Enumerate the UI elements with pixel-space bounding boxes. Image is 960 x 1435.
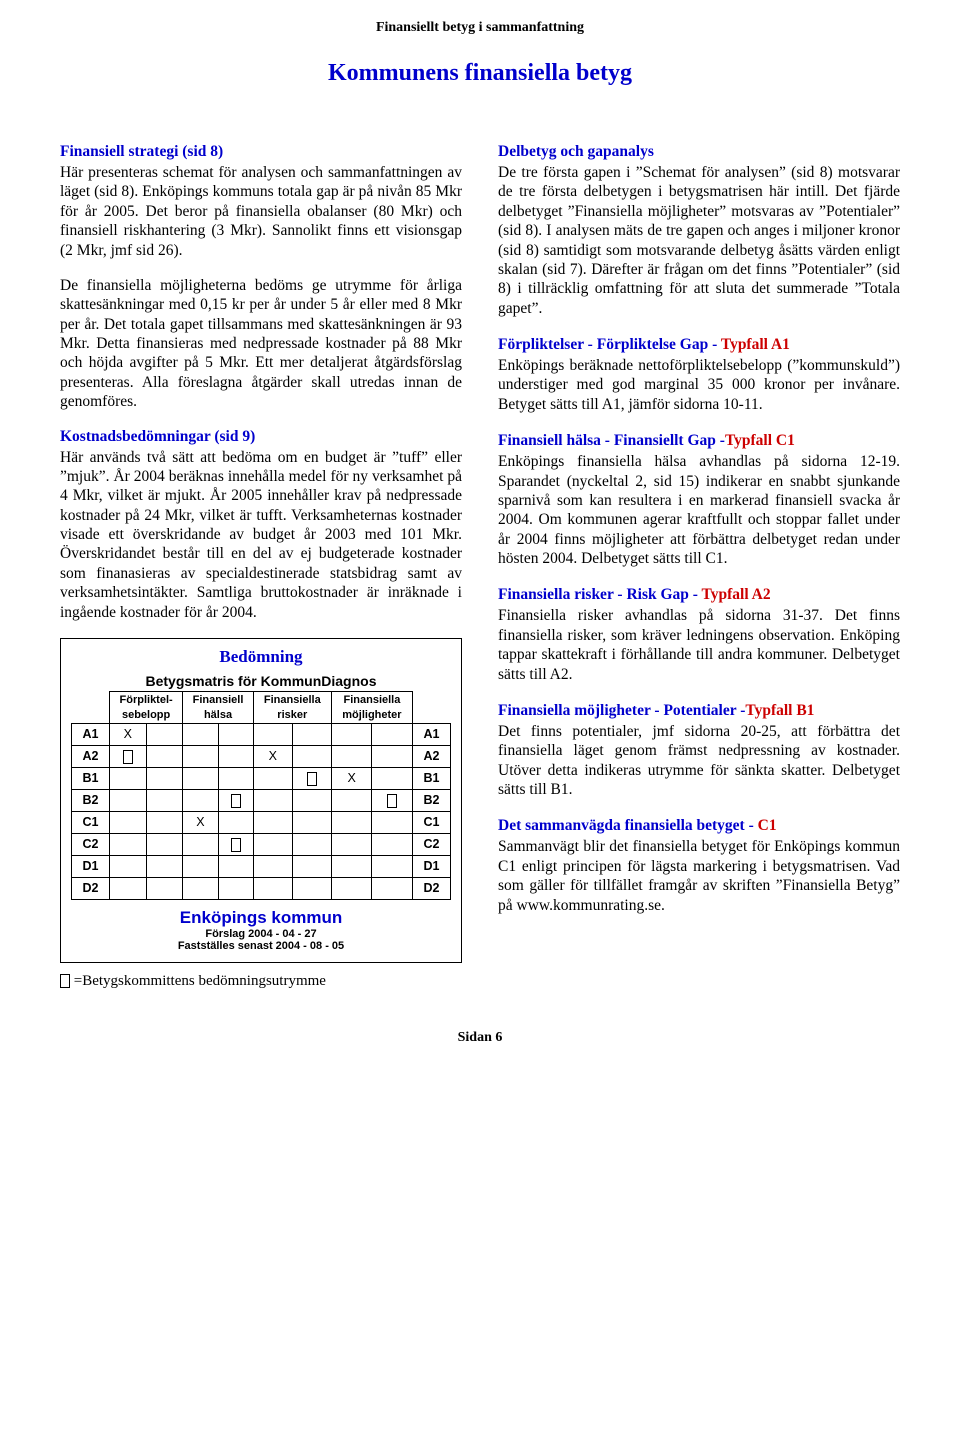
heading-samman: Det sammanvägda finansiella betyget - C1 bbox=[498, 817, 900, 835]
heading-cost: Kostnadsbedömningar (sid 9) bbox=[60, 428, 462, 446]
grade-row-c1: C1 X C1 bbox=[72, 811, 451, 833]
committee-footnote: =Betygskommittens bedömningsutrymme bbox=[60, 973, 462, 990]
para-halsa: Enköpings finansiella hälsa avhandlas på… bbox=[498, 452, 900, 568]
kommun-name: Enköpings kommun bbox=[71, 908, 451, 928]
colhead: sebelopp bbox=[109, 707, 182, 723]
shade-icon bbox=[387, 794, 397, 808]
para-mojligheter: Det finns potentialer, jmf sidorna 20-25… bbox=[498, 722, 900, 800]
heading-mojligheter: Finansiella möjligheter - Potentialer -T… bbox=[498, 702, 900, 720]
heading-risker: Finansiella risker - Risk Gap - Typfall … bbox=[498, 586, 900, 604]
grade-row-d1: D1 D1 bbox=[72, 855, 451, 877]
colhead: Förpliktel- bbox=[109, 691, 182, 707]
grade-row-a1: A1 X A1 bbox=[72, 723, 451, 745]
two-column-body: Finansiell strategi (sid 8) Här presente… bbox=[60, 143, 900, 990]
para-strategy-2: De finansiella möjligheterna bedöms ge u… bbox=[60, 276, 462, 412]
grade-row-a2: A2 X A2 bbox=[72, 745, 451, 767]
heading-forpliktelser: Förpliktelser - Förpliktelse Gap - Typfa… bbox=[498, 336, 900, 354]
para-samman: Sammanvägt blir det finansiella betyget … bbox=[498, 837, 900, 915]
rating-matrix: Förpliktel- Finansiell Finansiella Finan… bbox=[71, 691, 451, 900]
kommun-date1: Förslag 2004 - 04 - 27 bbox=[71, 928, 451, 940]
right-column: Delbetyg och gapanalys De tre första gap… bbox=[498, 143, 900, 990]
main-title: Kommunens finansiella betyg bbox=[60, 60, 900, 87]
para-risker: Finansiella risker avhandlas på sidorna … bbox=[498, 606, 900, 684]
grade-row-d2: D2 D2 bbox=[72, 877, 451, 899]
para-forpliktelser: Enköpings beräknade nettoförpliktelsebel… bbox=[498, 356, 900, 414]
box-title: Bedömning bbox=[71, 647, 451, 667]
kommun-date2: Fastställes senast 2004 - 08 - 05 bbox=[71, 940, 451, 952]
colhead: Finansiell bbox=[183, 691, 253, 707]
grade-row-b2: B2 B2 bbox=[72, 789, 451, 811]
left-column: Finansiell strategi (sid 8) Här presente… bbox=[60, 143, 462, 990]
colhead: möjligheter bbox=[331, 707, 412, 723]
grade-row-c2: C2 C2 bbox=[72, 833, 451, 855]
heading-gap: Delbetyg och gapanalys bbox=[498, 143, 900, 161]
shade-icon bbox=[231, 838, 241, 852]
rating-box: Bedömning Betygsmatris för KommunDiagnos… bbox=[60, 638, 462, 963]
page-footer: Sidan 6 bbox=[60, 1030, 900, 1046]
heading-halsa: Finansiell hälsa - Finansiellt Gap -Typf… bbox=[498, 432, 900, 450]
colhead: Finansiella bbox=[253, 691, 331, 707]
shade-icon bbox=[60, 974, 70, 988]
para-strategy-1: Här presenteras schemat för analysen och… bbox=[60, 163, 462, 260]
colhead: hälsa bbox=[183, 707, 253, 723]
shade-icon bbox=[123, 750, 133, 764]
shade-icon bbox=[307, 772, 317, 786]
heading-strategy: Finansiell strategi (sid 8) bbox=[60, 143, 462, 161]
page-header: Finansiellt betyg i sammanfattning bbox=[60, 20, 900, 36]
colhead: Finansiella bbox=[331, 691, 412, 707]
para-gap: De tre första gapen i ”Schemat för analy… bbox=[498, 163, 900, 318]
grade-row-b1: B1 X B1 bbox=[72, 767, 451, 789]
para-cost: Här används två sätt att bedöma om en bu… bbox=[60, 448, 462, 622]
matrix-caption: Betygsmatris för KommunDiagnos bbox=[71, 673, 451, 689]
shade-icon bbox=[231, 794, 241, 808]
colhead: risker bbox=[253, 707, 331, 723]
